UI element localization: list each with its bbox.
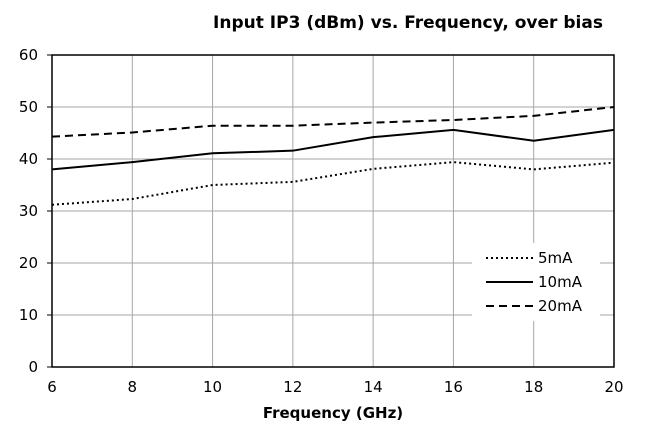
- x-tick-label: 6: [47, 378, 57, 396]
- x-tick-label: 18: [524, 378, 543, 396]
- legend-label-10mA: 10mA: [538, 273, 583, 291]
- series-line-5mA: [51, 161, 615, 206]
- y-tick-label: 20: [19, 254, 38, 272]
- x-tick-label: 10: [203, 378, 222, 396]
- x-tick-label: 20: [604, 378, 623, 396]
- legend: 5mA 10mA 20mA: [472, 243, 600, 321]
- x-tick-label: 8: [128, 378, 138, 396]
- y-tick-label: 10: [19, 306, 38, 324]
- legend-label-20mA: 20mA: [538, 297, 583, 315]
- y-tick-label: 0: [28, 358, 38, 376]
- y-tick-label: 60: [19, 46, 38, 64]
- x-tick-label: 14: [364, 378, 383, 396]
- series-layer: [51, 106, 615, 206]
- series-line-10mA: [51, 128, 615, 171]
- chart-title: Input IP3 (dBm) vs. Frequency, over bias: [213, 13, 603, 33]
- y-tick-label: 50: [19, 98, 38, 116]
- x-axis-ticks: 6 8 10 12 14 16 18 20: [47, 378, 623, 396]
- y-tick-label: 40: [19, 150, 38, 168]
- legend-label-5mA: 5mA: [538, 249, 573, 267]
- x-tick-label: 16: [444, 378, 463, 396]
- y-tick-label: 30: [19, 202, 38, 220]
- x-tick-label: 12: [283, 378, 302, 396]
- series-line-20mA: [51, 106, 615, 138]
- y-axis-ticks: 0 10 20 30 40 50 60: [19, 46, 52, 376]
- x-axis-label: Frequency (GHz): [263, 404, 403, 422]
